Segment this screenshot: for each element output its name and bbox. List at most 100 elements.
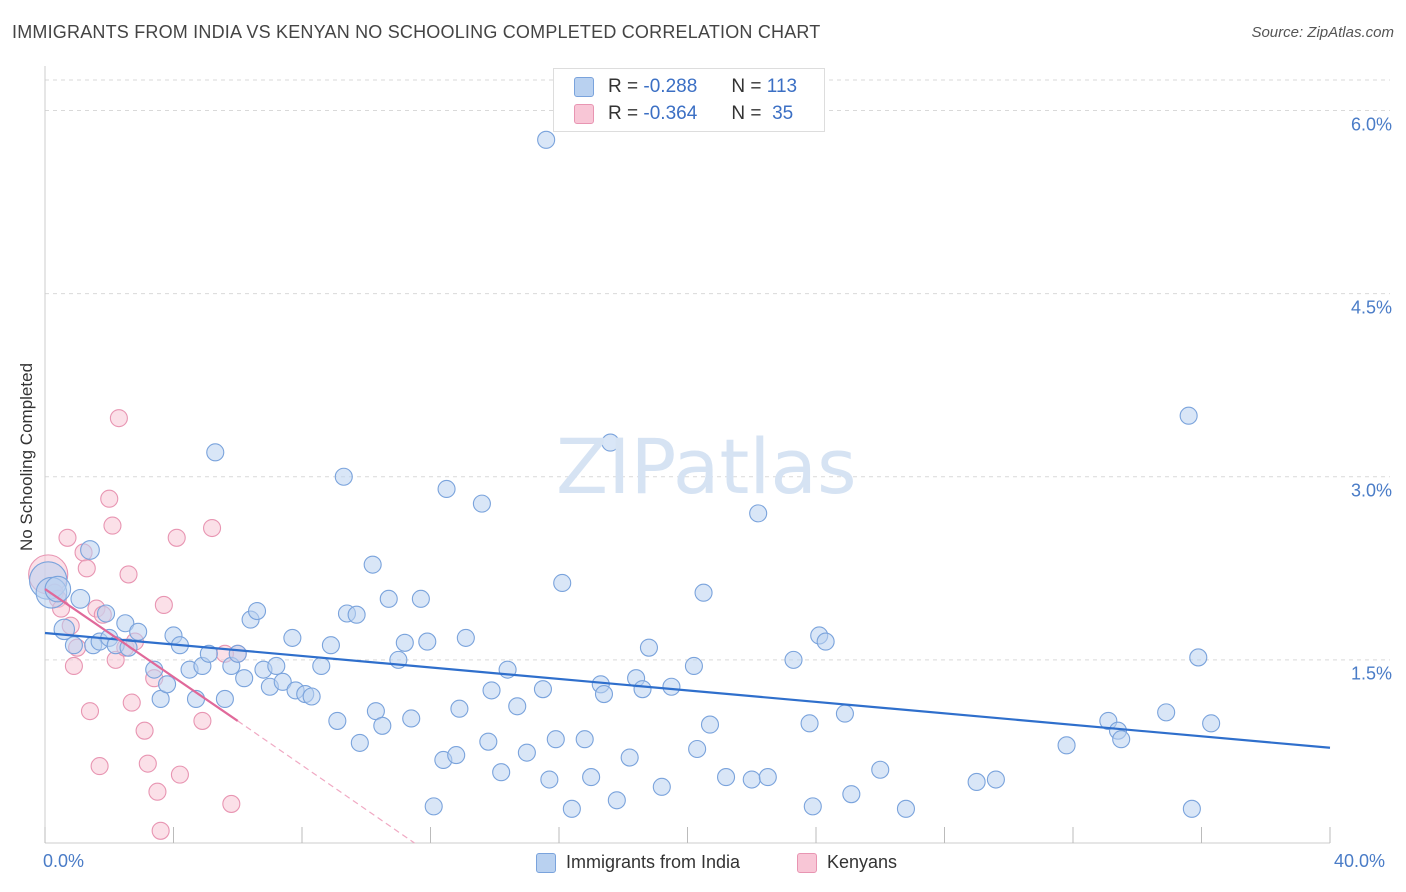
india-point-28	[235, 669, 254, 688]
india-point-39	[312, 656, 331, 676]
india-point-113	[1202, 714, 1221, 733]
y-axis-label: No Schooling Completed	[17, 362, 36, 552]
kenya-point-15	[103, 516, 122, 535]
india-point-3	[53, 618, 76, 641]
india-point-60	[456, 628, 475, 647]
kenya-trend-line	[44, 588, 239, 722]
india-point-17	[158, 675, 177, 694]
india-point-91	[742, 770, 761, 789]
india-point-110	[1179, 406, 1198, 425]
india-point-55	[424, 797, 443, 816]
india-point-14	[129, 622, 148, 641]
legend-r-value-kenya: -0.364	[643, 103, 698, 124]
kenya-point-23	[138, 754, 157, 773]
legend-row-kenya: R = -0.364 N = 35	[574, 102, 793, 126]
india-point-102	[896, 799, 916, 818]
legend-swatch-kenya	[574, 104, 594, 124]
india-point-101	[871, 760, 890, 779]
india-trend-line	[44, 631, 1331, 749]
india-point-79	[607, 791, 626, 810]
india-point-40	[321, 636, 340, 655]
kenya-point-30	[193, 711, 212, 730]
legend-r-label: R =	[608, 103, 639, 124]
y-tick-label-0: 1.5%	[1350, 663, 1392, 684]
india-point-112	[1189, 648, 1208, 667]
india-point-5	[70, 588, 91, 609]
kenya-point-27	[154, 595, 173, 614]
india-point-71	[537, 130, 556, 149]
india-point-96	[803, 797, 822, 816]
india-point-35	[283, 628, 302, 647]
india-point-82	[633, 680, 652, 699]
kenya-point-22	[135, 721, 154, 740]
chart-title: IMMIGRANTS FROM INDIA VS KENYAN NO SCHOO…	[12, 22, 821, 42]
x-tick-label-max: 40.0%	[1334, 851, 1386, 871]
india-point-89	[700, 715, 720, 734]
bottom-legend-label-india: Immigrants from India	[566, 852, 741, 872]
india-point-54	[418, 632, 437, 651]
india-point-12	[116, 614, 135, 633]
y-tick-label-1: 3.0%	[1350, 480, 1392, 501]
kenya-point-32	[222, 794, 241, 813]
x-tick-label-min: 0.0%	[43, 851, 85, 871]
india-point-67	[517, 743, 536, 762]
bottom-legend-swatch-kenya	[797, 852, 817, 873]
india-point-62	[479, 732, 498, 751]
india-point-52	[402, 709, 421, 728]
kenya-point-19	[119, 565, 138, 584]
india-point-41	[328, 711, 347, 730]
india-point-86	[684, 656, 703, 676]
india-point-45	[350, 733, 369, 752]
legend-r-label: R =	[608, 76, 639, 97]
legend: R = -0.288 N = 113 R = -0.364 N = 35	[553, 68, 825, 132]
india-point-58	[447, 746, 466, 765]
india-point-63	[482, 681, 501, 700]
india-point-23	[199, 644, 218, 663]
india-point-34	[273, 672, 292, 691]
india-point-42	[334, 467, 353, 486]
india-point-72	[553, 573, 572, 593]
india-point-24	[206, 443, 225, 462]
india-point-105	[1057, 736, 1076, 755]
watermark: ZIPatlas	[556, 422, 857, 511]
india-point-100	[842, 785, 861, 804]
bottom-legend-kenya: Kenyans	[797, 852, 897, 873]
kenya-point-31	[203, 518, 222, 538]
india-point-85	[662, 677, 681, 696]
bottom-legend-swatch-india	[536, 852, 556, 873]
india-point-111	[1182, 799, 1201, 818]
kenya-point-17	[109, 409, 128, 428]
kenya-point-20	[122, 693, 141, 712]
legend-row-india: R = -0.288 N = 113	[574, 75, 797, 99]
india-point-44	[347, 605, 366, 624]
india-point-48	[373, 716, 392, 735]
bottom-legend-india: Immigrants from India	[536, 852, 740, 873]
india-point-69	[540, 770, 559, 789]
india-point-49	[379, 589, 398, 608]
india-point-73	[562, 799, 581, 818]
kenya-point-9	[77, 559, 96, 578]
india-point-92	[749, 504, 768, 523]
india-point-59	[450, 699, 469, 718]
india-point-104	[986, 770, 1005, 789]
india-point-4	[64, 636, 83, 655]
india-point-75	[582, 768, 601, 787]
kenya-point-29	[170, 765, 189, 784]
kenya-point-10	[80, 702, 100, 721]
legend-n-label: N =	[731, 76, 762, 97]
india-point-66	[508, 697, 527, 716]
y-tick-label-2: 4.5%	[1350, 297, 1392, 318]
india-point-74	[575, 730, 594, 749]
india-point-80	[620, 748, 639, 767]
grid-lines	[45, 79, 1390, 661]
india-point-109	[1157, 703, 1176, 722]
kenya-point-12	[90, 757, 109, 776]
kenya-point-6	[64, 656, 83, 676]
india-point-99	[835, 704, 854, 723]
india-point-9	[96, 604, 116, 623]
india-point-93	[758, 768, 777, 787]
legend-n-value-kenya: 35	[772, 103, 794, 124]
india-point-83	[639, 638, 659, 657]
india-point-53	[411, 589, 430, 608]
